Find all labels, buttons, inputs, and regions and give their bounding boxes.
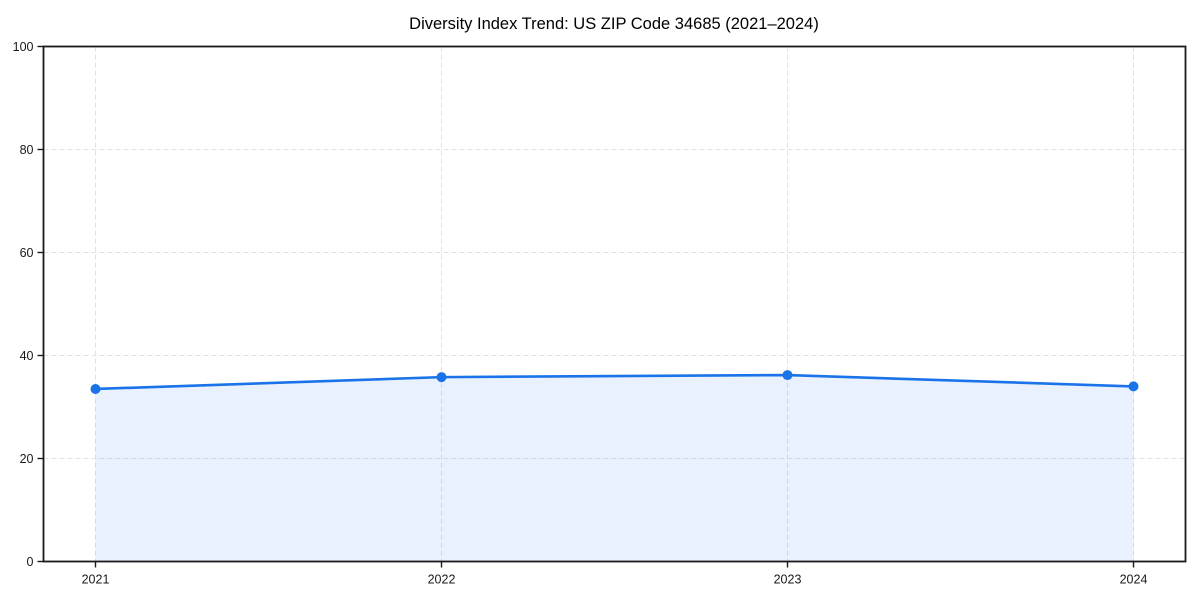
x-tick-label: 2023 (774, 573, 802, 587)
plot-border (42, 45, 1187, 563)
x-tick-label: 2024 (1120, 573, 1148, 587)
area-fill (95, 375, 1134, 562)
tick-marks (37, 45, 1135, 568)
y-tick-label: 60 (20, 246, 34, 260)
data-point-2023 (782, 370, 793, 381)
y-tick-label: 40 (20, 349, 34, 363)
data-points (90, 370, 1139, 394)
trend-line (94, 373, 1135, 391)
x-tick-label: 2021 (82, 573, 110, 587)
data-point-2021 (90, 383, 101, 394)
y-tick-label: 20 (20, 452, 34, 466)
x-tick-labels: 2021 2022 2023 2024 (82, 573, 1148, 587)
chart-title: Diversity Index Trend: US ZIP Code 34685… (409, 15, 819, 33)
area-fill-group (95, 375, 1134, 562)
trend-line-group (94, 373, 1135, 391)
x-tick-label: 2022 (428, 573, 456, 587)
y-tick-label: 100 (13, 40, 34, 54)
data-point-2024 (1128, 381, 1139, 392)
y-tick-labels: 0 20 40 60 80 100 (13, 40, 34, 569)
y-tick-label: 0 (27, 555, 34, 569)
data-point-2022 (436, 372, 447, 383)
axes (42, 45, 1187, 563)
gridlines (43, 46, 1186, 562)
y-tick-label: 80 (20, 143, 34, 157)
